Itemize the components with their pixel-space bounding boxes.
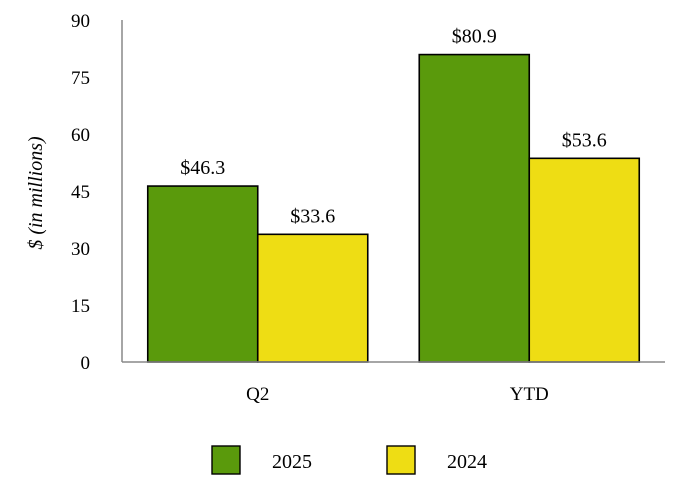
legend-swatch-2025 (211, 445, 241, 475)
y-tick-label-4: 60 (71, 125, 90, 146)
bar-ytd-2025 (418, 53, 531, 363)
legend-swatch-2024 (386, 445, 416, 475)
y-axis-ticks: 0 15 30 45 60 75 90 (71, 11, 90, 374)
y-tick-label-0: 0 (81, 353, 91, 374)
legend-label-2025: 2025 (272, 451, 312, 473)
legend: 2025 2024 (211, 445, 487, 475)
bars (146, 53, 641, 363)
y-tick-label-5: 75 (71, 68, 90, 89)
y-tick-label-3: 45 (71, 182, 90, 203)
y-tick-label-6: 90 (71, 11, 90, 32)
x-axis-ticks: Q2 YTD (246, 384, 549, 405)
data-label-q2-2024: $33.6 (290, 205, 335, 227)
data-label-ytd-2024: $53.6 (562, 129, 607, 151)
bar-q2-2025 (146, 185, 259, 363)
data-labels: $46.3 $33.6 $80.9 $53.6 (180, 26, 607, 228)
y-tick-label-2: 30 (71, 239, 90, 260)
legend-label-2024: 2024 (447, 451, 487, 473)
y-axis-title: $ (in millions) (25, 136, 47, 250)
bar-ytd-2024 (528, 157, 641, 363)
y-tick-label-1: 15 (71, 296, 90, 317)
bar-q2-2024 (256, 233, 369, 363)
x-tick-label-ytd: YTD (510, 384, 549, 405)
x-tick-label-q2: Q2 (246, 384, 269, 405)
data-label-ytd-2025: $80.9 (452, 26, 497, 48)
data-label-q2-2025: $46.3 (180, 157, 225, 179)
